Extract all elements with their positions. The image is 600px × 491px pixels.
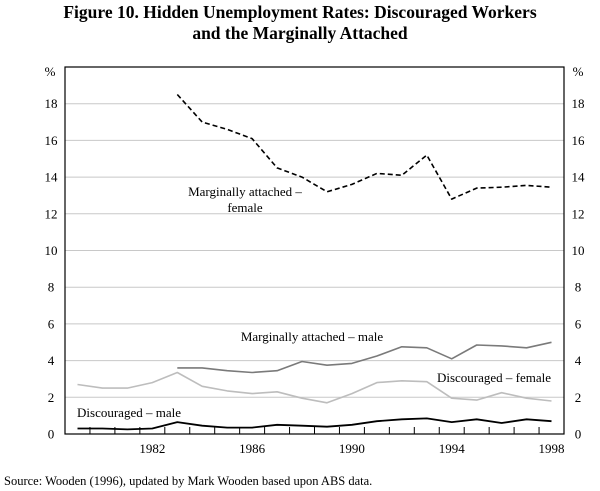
y-tick-label-right: 14 [572,170,586,185]
x-tick-label: 1986 [239,441,266,456]
y-tick-label-left: 18 [45,96,58,111]
series-label: Discouraged – female [437,370,551,385]
y-axis-unit-left: % [45,64,56,79]
chart-title-line-2: and the Marginally Attached [192,23,408,43]
y-tick-label-left: 2 [48,390,55,405]
y-tick-label-left: 10 [45,243,58,258]
y-tick-label-left: 12 [45,206,58,221]
series-line-2 [77,371,552,404]
chart-title-line-1: Figure 10. Hidden Unemployment Rates: Di… [63,2,537,22]
y-tick-label-right: 16 [572,133,586,148]
y-tick-label-right: 4 [575,353,582,368]
series-label: Marginally attached – [188,184,302,199]
source-note: Source: Wooden (1996), updated by Mark W… [4,474,373,488]
series-line-1 [177,341,552,374]
y-tick-label-right: 18 [572,96,585,111]
y-tick-label-right: 6 [575,316,582,331]
series-line-3 [77,417,552,431]
y-tick-label-left: 6 [48,316,55,331]
axes: 0 0 2 2 4 4 6 6 8 8 10 10 12 12 14 14 16 16 18 18 1982 1986 19… [45,66,586,456]
x-tick-label: 1990 [339,441,365,456]
series-label: female [227,200,263,215]
y-tick-label-right: 0 [575,427,582,442]
x-tick-label: 1998 [539,441,565,456]
series-labels: Marginally attached –female Marginally at… [77,184,551,420]
y-tick-label-left: 8 [48,280,55,295]
y-tick-label-right: 2 [575,390,582,405]
series-lines [77,93,552,431]
chart-title: Figure 10. Hidden Unemployment Rates: Di… [0,2,600,44]
x-tick-label: 1982 [139,441,165,456]
y-tick-label-left: 14 [45,170,59,185]
y-tick-label-left: 16 [45,133,59,148]
x-tick-label: 1994 [439,441,466,456]
y-tick-label-right: 12 [572,206,585,221]
gridlines [65,103,564,398]
y-axis-unit-right: % [573,64,584,79]
y-tick-label-right: 10 [572,243,585,258]
y-tick-label-left: 4 [48,353,55,368]
y-tick-label-left: 0 [48,427,55,442]
series-label: Discouraged – male [77,405,181,420]
y-tick-label-right: 8 [575,280,582,295]
series-label: Marginally attached – male [241,329,384,344]
series-line-0 [176,93,552,200]
